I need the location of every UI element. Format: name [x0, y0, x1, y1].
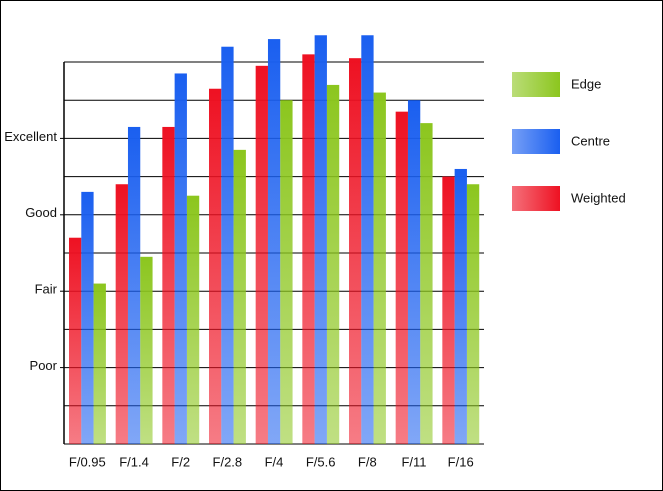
bar: [395, 111, 408, 444]
x-tick-label: F/2: [171, 454, 190, 469]
legend-swatch: [512, 129, 560, 154]
bar: [420, 123, 433, 445]
bar: [280, 100, 293, 444]
bar: [361, 35, 374, 444]
bar: [81, 191, 94, 444]
x-tick-label: F/11: [401, 454, 426, 469]
bar: [186, 195, 200, 444]
bar: [93, 283, 106, 444]
bar: [209, 88, 222, 445]
x-tick-label: F/0.95: [69, 454, 106, 469]
bar: [115, 184, 128, 445]
y-tick-label: Fair: [35, 282, 58, 297]
bar: [326, 84, 340, 445]
bar: [407, 100, 421, 444]
x-tick-label: F/2.8: [213, 454, 243, 469]
bar: [373, 92, 386, 444]
x-tick-label: F/16: [448, 454, 474, 469]
x-tick-label: F/4: [265, 454, 284, 469]
bar: [127, 126, 141, 444]
bar: [174, 73, 187, 445]
legend-label: Weighted: [571, 190, 626, 205]
legend-swatch: [512, 72, 560, 97]
bar: [255, 65, 268, 444]
y-tick-label: Good: [25, 205, 57, 220]
bar: [221, 46, 234, 444]
bar: [162, 126, 175, 444]
bar: [454, 168, 467, 444]
bar: [314, 35, 327, 444]
bar: [140, 256, 153, 444]
x-tick-label: F/8: [358, 454, 377, 469]
bar: [302, 54, 315, 445]
y-tick-label: Poor: [30, 358, 58, 373]
bar: [233, 149, 246, 445]
legend-swatch: [512, 186, 560, 211]
bar: [267, 39, 281, 445]
bar: [349, 58, 362, 445]
x-tick-label: F/5.6: [306, 454, 336, 469]
bar: [442, 176, 455, 444]
bar: [466, 184, 480, 445]
x-tick-label: F/1.4: [119, 454, 149, 469]
bar: [69, 237, 82, 444]
legend-label: Centre: [571, 133, 610, 148]
legend-label: Edge: [571, 76, 601, 91]
y-tick-label: Excellent: [4, 129, 57, 144]
